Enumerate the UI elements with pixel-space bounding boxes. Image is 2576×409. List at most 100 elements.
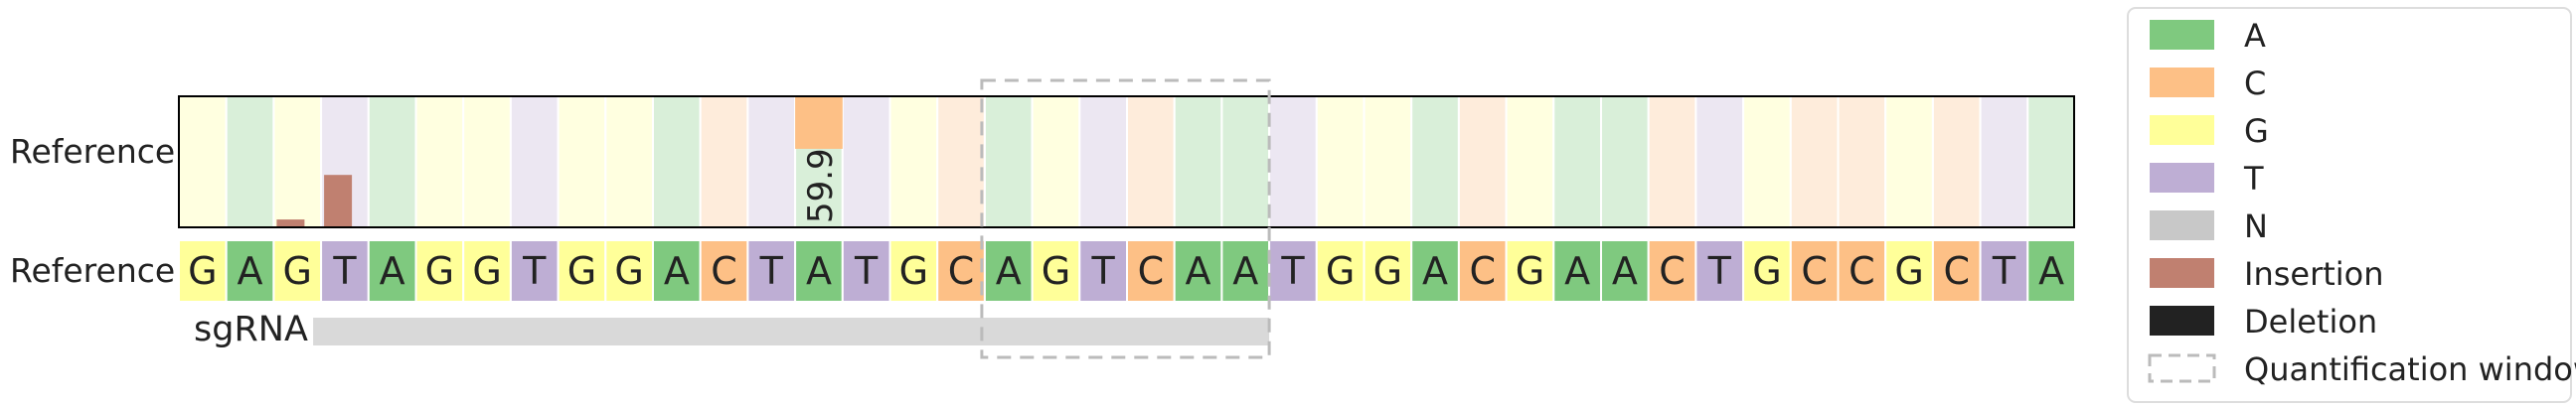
heatmap-cell-38 bbox=[1979, 95, 2029, 228]
heatmap-cell-6 bbox=[462, 95, 512, 228]
sequence-base-30: A bbox=[1612, 249, 1638, 293]
sequence-base-4: A bbox=[380, 249, 405, 293]
sequence-base-20: C bbox=[1138, 249, 1165, 293]
heatmap-cell-29 bbox=[1552, 95, 1603, 228]
legend-label-n: N bbox=[2244, 207, 2268, 245]
sequence-base-22: A bbox=[1232, 249, 1258, 293]
sequence-base-0: G bbox=[188, 249, 217, 293]
sequence-cell-35 bbox=[1837, 239, 1887, 303]
sequence-base-38: T bbox=[1992, 249, 2016, 293]
heatmap-cell-32 bbox=[1694, 95, 1745, 228]
legend-swatch-c bbox=[2150, 68, 2214, 97]
sequence-cell-18 bbox=[1031, 239, 1081, 303]
heatmap-cell-19 bbox=[1078, 95, 1129, 228]
sequence-cell-27 bbox=[1457, 239, 1508, 303]
sequence-base-2: G bbox=[283, 249, 312, 293]
heatmap-cell-33 bbox=[1742, 95, 1792, 228]
heatmap-cell-7 bbox=[509, 95, 560, 228]
heatmap-cell-16 bbox=[936, 95, 986, 228]
heatmap-cell-9 bbox=[604, 95, 654, 228]
legend-swatch-a bbox=[2150, 20, 2214, 50]
sgrna-label: sgRNA bbox=[194, 310, 308, 349]
legend-label-g: G bbox=[2244, 112, 2269, 150]
sequence-base-7: T bbox=[522, 249, 547, 293]
heatmap-cell-26 bbox=[1410, 95, 1460, 228]
sequence-base-1: A bbox=[238, 249, 263, 293]
quantification-window bbox=[980, 78, 1271, 359]
sequence-cell-26 bbox=[1410, 239, 1460, 303]
heatmap-cell-14 bbox=[841, 95, 891, 228]
heatmap-cell-24 bbox=[1315, 95, 1366, 228]
sequence-base-25: G bbox=[1373, 249, 1402, 293]
legend-label-window: Quantification window bbox=[2244, 350, 2576, 388]
heatmap-cell-22 bbox=[1220, 95, 1271, 228]
legend-label-insertion: Insertion bbox=[2244, 255, 2384, 293]
heatmap-cell-2 bbox=[272, 95, 323, 228]
row-label-reference-top: Reference bbox=[10, 132, 175, 171]
sequence-base-26: A bbox=[1422, 249, 1448, 293]
heatmap-cell-37 bbox=[1931, 95, 1982, 228]
insertion-bar-0 bbox=[276, 219, 305, 227]
sequence-cell-4 bbox=[367, 239, 417, 303]
heatmap-cell-0 bbox=[178, 95, 228, 228]
sequence-cell-7 bbox=[509, 239, 560, 303]
legend-swatch-t bbox=[2150, 163, 2214, 193]
row-label-reference-bottom: Reference bbox=[10, 251, 175, 290]
sequence-base-13: A bbox=[806, 249, 832, 293]
sequence-base-35: C bbox=[1849, 249, 1875, 293]
sequence-cell-11 bbox=[699, 239, 749, 303]
sequence-cell-12 bbox=[746, 239, 797, 303]
heatmap-cell-5 bbox=[414, 95, 465, 228]
heatmap-cell-18 bbox=[1031, 95, 1081, 228]
sequence-cell-19 bbox=[1078, 239, 1129, 303]
legend-label-a: A bbox=[2244, 17, 2266, 55]
sequence-base-28: G bbox=[1516, 249, 1544, 293]
sequence-cell-10 bbox=[652, 239, 702, 303]
sequence-base-9: G bbox=[614, 249, 643, 293]
sequence-cell-36 bbox=[1884, 239, 1934, 303]
sequence-base-27: C bbox=[1469, 249, 1496, 293]
legend-swatch-window bbox=[2148, 353, 2216, 383]
sequence-cell-21 bbox=[1173, 239, 1223, 303]
sequence-cell-16 bbox=[936, 239, 986, 303]
heatmap-cell-11 bbox=[699, 95, 749, 228]
sequence-cell-34 bbox=[1789, 239, 1840, 303]
heatmap-cell-34 bbox=[1789, 95, 1840, 228]
sequence-cell-2 bbox=[272, 239, 323, 303]
sequence-base-34: C bbox=[1801, 249, 1828, 293]
heatmap-cell-35 bbox=[1837, 95, 1887, 228]
heatmap-cell-12 bbox=[746, 95, 797, 228]
sequence-cell-9 bbox=[604, 239, 654, 303]
sequence-cell-1 bbox=[225, 239, 275, 303]
legend-swatch-insertion bbox=[2150, 258, 2214, 288]
sequence-base-18: G bbox=[1042, 249, 1070, 293]
heatmap-cell-39 bbox=[2026, 95, 2077, 228]
heatmap-cell-36 bbox=[1884, 95, 1934, 228]
sequence-base-32: T bbox=[1707, 249, 1732, 293]
sequence-base-15: G bbox=[899, 249, 928, 293]
heatmap-cell-8 bbox=[557, 95, 607, 228]
heatmap-cell-10 bbox=[652, 95, 702, 228]
sequence-base-17: A bbox=[996, 249, 1022, 293]
sequence-base-36: G bbox=[1894, 249, 1923, 293]
legend-frame bbox=[2127, 7, 2572, 403]
sequence-cell-3 bbox=[320, 239, 370, 303]
heatmap-cell-17 bbox=[983, 95, 1034, 228]
heatmap-cell-27 bbox=[1457, 95, 1508, 228]
sequence-base-8: G bbox=[567, 249, 596, 293]
heatmap-cell-21 bbox=[1173, 95, 1223, 228]
sgrna-bar bbox=[313, 318, 1270, 345]
sequence-cell-22 bbox=[1220, 239, 1271, 303]
heatmap-cell-23 bbox=[1268, 95, 1318, 228]
sequence-base-19: T bbox=[1091, 249, 1116, 293]
heatmap-frame bbox=[178, 95, 2075, 228]
sequence-base-29: A bbox=[1564, 249, 1590, 293]
sequence-base-3: T bbox=[332, 249, 357, 293]
sequence-cell-39 bbox=[2026, 239, 2077, 303]
legend-swatch-n bbox=[2150, 210, 2214, 240]
sequence-cell-6 bbox=[462, 239, 512, 303]
sequence-base-21: A bbox=[1186, 249, 1211, 293]
sequence-cell-25 bbox=[1363, 239, 1413, 303]
